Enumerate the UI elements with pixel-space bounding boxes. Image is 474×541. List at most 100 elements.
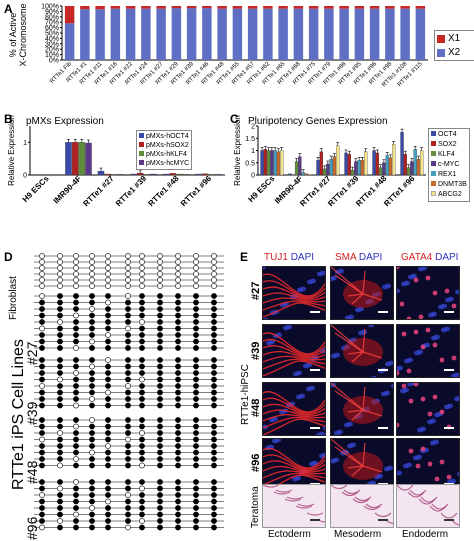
tissue-structure (431, 503, 449, 510)
y-tick-label: 70% (45, 20, 59, 27)
bar (382, 162, 386, 176)
methylated-cpg (175, 423, 181, 430)
y-tick-label: 90% (45, 9, 59, 16)
unmethylated-cpg (89, 449, 95, 456)
methylated-cpg (105, 319, 111, 325)
nucleus (450, 478, 456, 484)
legend-swatch (139, 142, 144, 147)
bar (201, 173, 209, 176)
methylated-cpg (175, 436, 181, 443)
y-tick-label: 10% (45, 52, 59, 59)
unmethylated-cpg (73, 479, 79, 485)
row-label: #27 (250, 281, 262, 300)
sma-fiber (362, 386, 366, 411)
methylated-cpg (157, 492, 163, 498)
methylated-cpg (105, 524, 111, 531)
legend-label: X1 (448, 33, 461, 44)
methylated-cpg (193, 511, 199, 518)
scale-bar (378, 427, 388, 429)
neurite (263, 447, 325, 469)
methylated-cpg (175, 383, 181, 389)
neurite (263, 292, 325, 301)
panel-d-label: D (4, 250, 13, 264)
methylated-cpg (139, 363, 145, 370)
micrograph-tuj1-0 (262, 266, 326, 320)
methylated-cpg (193, 436, 199, 443)
methylated-cpg (73, 436, 79, 443)
unmethylated-cpg (193, 283, 199, 289)
bar (270, 150, 274, 176)
y-tick-label: 50% (45, 31, 59, 38)
nucleus (337, 429, 343, 435)
unmethylated-cpg (125, 259, 131, 265)
unmethylated-cpg (125, 492, 131, 498)
methylated-cpg (39, 498, 45, 505)
methylated-cpg (39, 389, 45, 396)
methylated-cpg (157, 389, 163, 396)
gata4-nucleus (408, 448, 414, 454)
bar-x1 (385, 6, 395, 9)
gata4-nucleus (401, 331, 407, 337)
methylated-cpg (125, 332, 131, 338)
methylated-cpg (175, 312, 181, 319)
methylated-cpg (57, 436, 63, 443)
nucleus (447, 403, 453, 409)
methylated-cpg (125, 462, 131, 469)
nucleus (457, 471, 459, 477)
row-label: #96 (250, 453, 262, 472)
tissue-structure (306, 512, 324, 516)
methylated-cpg (139, 449, 145, 456)
unmethylated-cpg (89, 338, 95, 345)
bar (263, 149, 267, 176)
neurite (263, 391, 325, 413)
nucleus (406, 462, 412, 468)
unmethylated-cpg (139, 259, 145, 265)
methylated-cpg (125, 443, 131, 449)
bar (182, 174, 190, 176)
legend-item: c-MYC (431, 160, 467, 170)
methylated-cpg (39, 456, 45, 462)
sma-fiber (362, 293, 383, 301)
bar (97, 170, 105, 176)
methylated-cpg (39, 417, 45, 423)
bar (266, 150, 271, 176)
micrograph-gata4-1 (396, 324, 460, 378)
bar-x2 (354, 8, 365, 60)
unmethylated-cpg (175, 283, 181, 289)
tissue-structure (451, 519, 459, 526)
methylated-cpg (73, 430, 79, 436)
unmethylated-cpg (57, 319, 63, 325)
methylated-cpg (73, 389, 79, 396)
nucleus (347, 421, 353, 427)
methylated-cpg (193, 456, 199, 462)
methylated-cpg (125, 505, 131, 511)
nucleus (331, 275, 337, 281)
methylated-cpg (57, 492, 63, 498)
gata4-nucleus (451, 355, 457, 361)
bar-x1 (217, 6, 227, 9)
sma-fiber (351, 293, 364, 305)
sma-fiber (331, 439, 364, 467)
gata4-nucleus (401, 383, 407, 389)
unmethylated-cpg (57, 259, 63, 265)
unmethylated-cpg (57, 253, 63, 259)
methylated-cpg (175, 492, 181, 498)
tissue-structure (352, 498, 370, 504)
nucleus (333, 457, 339, 463)
unmethylated-cpg (89, 253, 95, 259)
y-tick-label: 0% (49, 58, 59, 65)
unmethylated-cpg (125, 283, 131, 289)
methylated-cpg (89, 293, 95, 299)
methylated-cpg (105, 383, 111, 389)
unmethylated-cpg (125, 277, 131, 283)
tissue-structure (440, 512, 458, 519)
unmethylated-cpg (105, 265, 111, 271)
sma-fiber (334, 390, 364, 411)
methylated-cpg (73, 363, 79, 370)
methylated-cpg (175, 518, 181, 524)
methylated-cpg (73, 325, 79, 332)
methylated-cpg (139, 436, 145, 443)
bar (176, 173, 183, 176)
methylated-cpg (39, 518, 45, 524)
y-tick-label: 40% (45, 36, 59, 43)
